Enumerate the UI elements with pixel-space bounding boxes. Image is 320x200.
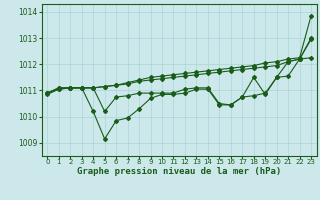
X-axis label: Graphe pression niveau de la mer (hPa): Graphe pression niveau de la mer (hPa) <box>77 167 281 176</box>
